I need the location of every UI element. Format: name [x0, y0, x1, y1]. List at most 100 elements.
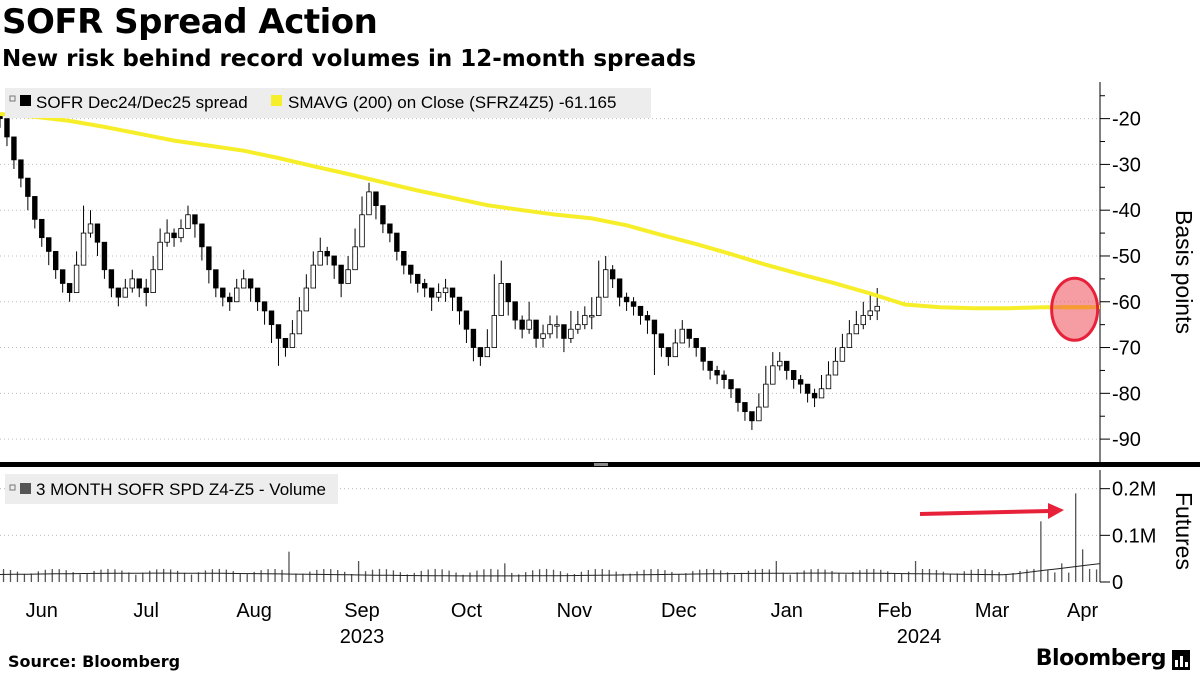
volume-bar	[330, 569, 332, 582]
volume-bar	[197, 572, 200, 582]
candle-body	[756, 406, 762, 422]
price-tick-label: -60	[1112, 292, 1141, 314]
x-tick-label: Mar	[975, 600, 1010, 622]
candle-body	[213, 269, 219, 289]
volume-bar	[281, 569, 283, 582]
volume-tick-label: 0	[1112, 572, 1123, 594]
volume-bar	[232, 571, 234, 582]
candle-body	[839, 347, 846, 362]
volume-bar	[149, 570, 151, 582]
candle-body	[87, 223, 94, 234]
volume-bar	[295, 573, 297, 582]
volume-tick-label: 0.2M	[1112, 479, 1156, 501]
candle-body	[408, 264, 414, 275]
volume-bar	[114, 569, 116, 582]
candle-body	[763, 383, 769, 408]
candle-body	[394, 232, 400, 252]
candle-body	[568, 328, 574, 339]
candle-body	[234, 287, 240, 303]
price-tick-label: -80	[1112, 383, 1141, 405]
x-tick-label: Apr	[1067, 600, 1098, 622]
volume-bar	[86, 573, 88, 582]
candle-body	[554, 324, 560, 327]
volume-bar	[121, 570, 123, 582]
candle-body	[596, 296, 602, 316]
candle-body	[477, 347, 484, 358]
candle-body	[777, 360, 783, 367]
volume-bar	[239, 573, 241, 582]
volume-bar	[469, 572, 471, 582]
volume-bar	[1054, 572, 1056, 582]
volume-bar	[559, 571, 562, 582]
legend-collapse-icon	[9, 484, 16, 491]
volume-bar	[37, 571, 39, 582]
candle-body	[735, 388, 741, 403]
candle-body	[672, 342, 679, 358]
x-tick-label: Jun	[26, 600, 58, 622]
volume-bar	[761, 568, 764, 582]
volume-arrow-head	[1048, 503, 1064, 519]
candle-body	[80, 232, 87, 266]
volume-bar	[692, 571, 694, 582]
chart-title: SOFR Spread Action	[2, 2, 378, 42]
volume-bar	[156, 569, 158, 582]
price-tick-label: -90	[1112, 429, 1141, 451]
price-tick-label: -70	[1112, 338, 1141, 360]
volume-bar	[963, 571, 965, 582]
volume-bar	[894, 573, 896, 582]
volume-bar	[949, 573, 952, 582]
candle-body	[811, 392, 818, 399]
candle-body	[658, 333, 665, 348]
volume-average-line	[0, 563, 1101, 577]
candle-body	[289, 333, 296, 348]
volume-bar	[406, 574, 408, 582]
volume-bar	[956, 573, 958, 582]
candle-body	[0, 113, 3, 120]
volume-bar	[225, 569, 227, 582]
volume-bar	[671, 571, 673, 582]
volume-bar	[810, 569, 812, 582]
candle-body	[4, 118, 10, 138]
candle-body	[373, 191, 379, 207]
legend-label-volume: 3 MONTH SOFR SPD Z4-Z5 - Volume	[36, 480, 326, 499]
candle-body	[456, 296, 463, 312]
candle-body	[484, 347, 491, 358]
volume-bar	[587, 570, 589, 582]
candle-body	[240, 278, 247, 289]
x-tick-label: Oct	[451, 600, 483, 622]
volume-bar	[288, 551, 290, 582]
candle-body	[867, 310, 873, 316]
candle-body	[637, 305, 644, 316]
candle-body	[428, 287, 435, 298]
candle-body	[623, 296, 630, 303]
volume-bar	[622, 573, 624, 582]
candle-body	[380, 205, 386, 225]
x-tick-label: Jan	[771, 600, 803, 622]
volume-bar	[253, 571, 255, 582]
volume-bar	[392, 570, 395, 582]
volume-bar	[629, 573, 631, 582]
candle-body	[52, 250, 59, 271]
candle-body	[686, 328, 692, 339]
volume-bar	[699, 569, 701, 582]
volume-bar	[706, 568, 708, 582]
candle-body	[449, 287, 456, 298]
candle-body	[804, 383, 811, 394]
volume-bar	[768, 569, 771, 582]
candle-body	[721, 374, 727, 380]
volume-bar	[371, 569, 374, 582]
candle-body	[32, 196, 38, 220]
volume-bar	[183, 572, 186, 582]
candle-body	[66, 283, 73, 294]
candle-body	[220, 287, 226, 298]
candle-body	[609, 269, 616, 280]
candle-body	[728, 379, 734, 390]
volume-bar	[740, 572, 743, 582]
volume-bar	[169, 569, 172, 582]
candle-body	[415, 273, 421, 284]
candle-body	[707, 360, 713, 371]
candle-body	[561, 324, 567, 339]
volume-bar	[650, 568, 652, 582]
volume-bar	[525, 572, 527, 582]
volume-bar	[942, 571, 945, 582]
